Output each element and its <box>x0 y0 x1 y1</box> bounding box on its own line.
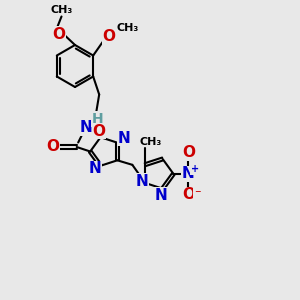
Text: O: O <box>182 187 195 202</box>
Text: ⁻: ⁻ <box>194 188 201 201</box>
Text: O: O <box>93 124 106 139</box>
Text: CH₃: CH₃ <box>140 136 162 146</box>
Text: N: N <box>88 161 101 176</box>
Text: CH₃: CH₃ <box>51 5 73 15</box>
Text: N: N <box>79 120 92 135</box>
Text: N: N <box>118 131 130 146</box>
Text: +: + <box>191 164 199 174</box>
Text: O: O <box>46 140 59 154</box>
Text: N: N <box>155 188 167 203</box>
Text: O: O <box>103 29 116 44</box>
Text: O: O <box>182 145 195 160</box>
Text: CH₃: CH₃ <box>117 22 139 33</box>
Text: H: H <box>91 112 103 126</box>
Text: N: N <box>182 166 195 181</box>
Text: O: O <box>52 27 65 42</box>
Text: N: N <box>136 174 148 189</box>
